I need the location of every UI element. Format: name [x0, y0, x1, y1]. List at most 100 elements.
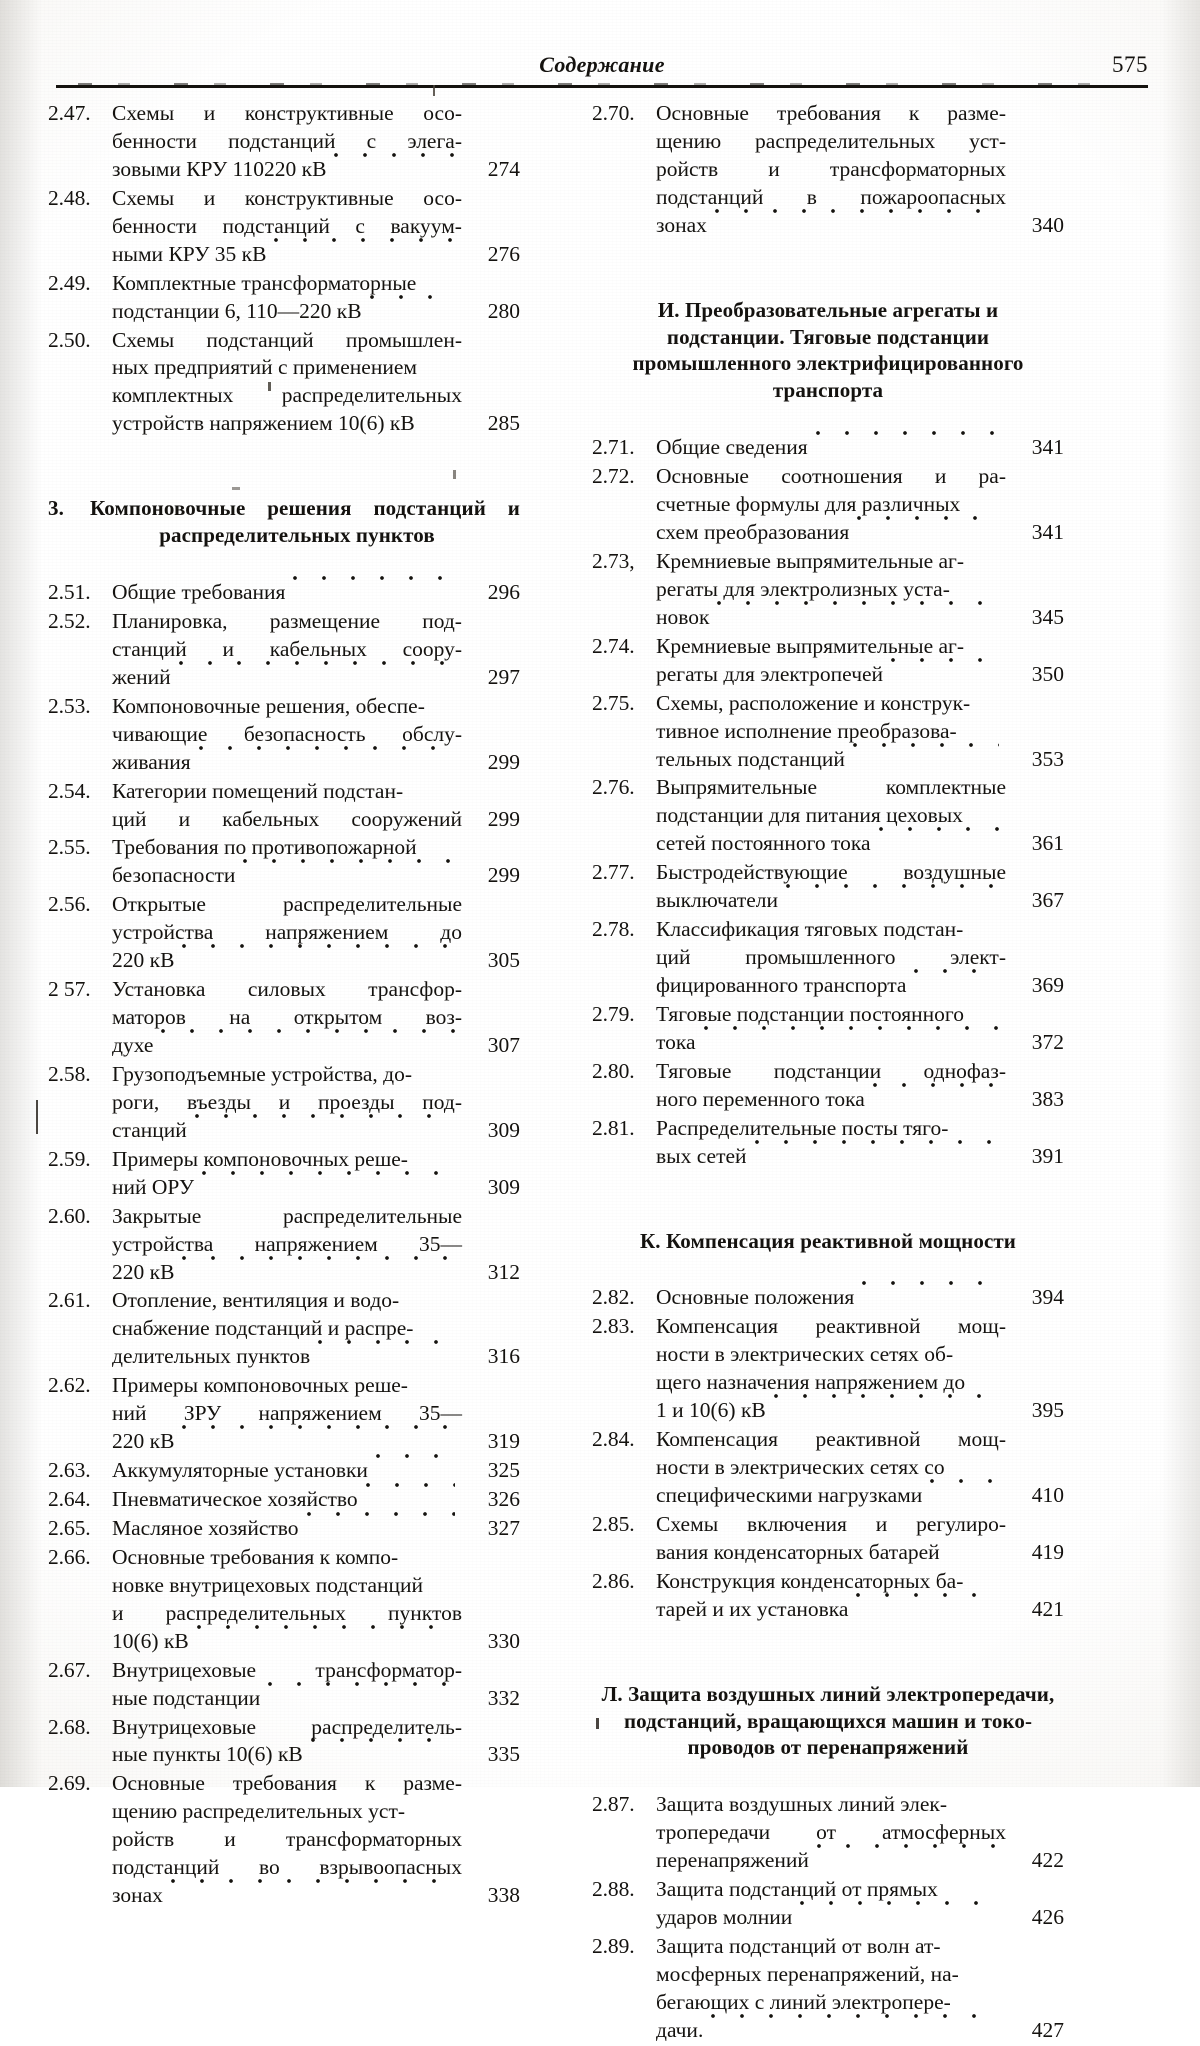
entry-text: ные пункты 10(6) кВ — [112, 1742, 303, 1767]
dot-leader — [368, 293, 455, 300]
toc-entry[interactable]: 2.69. Основные требования к разме- 338 щению р… — [48, 1770, 520, 1910]
entry-text: подстанции — [773, 1058, 882, 1083]
toc-entry[interactable]: 2.64. Пневматическое хозяйство 326 — [48, 1482, 520, 1514]
toc-entry-number: 2.63. — [48, 1458, 91, 1483]
toc-entry[interactable]: 2.55.Требования по противопожарной299без… — [48, 834, 520, 890]
entry-text: перенапряжений — [656, 1848, 809, 1873]
toc-entry-page-number: 309 — [487, 1174, 520, 1199]
toc-entry[interactable]: 2.68.Внутрицеховыераспределитель-335ные … — [48, 1714, 520, 1770]
toc-entry-text-wrap: живания — [112, 744, 462, 777]
entry-text-line: Общие сведения — [656, 430, 1006, 462]
toc-entry-page-number: 276 — [487, 241, 520, 266]
toc-entry-text-wrap: Примеры компоновочных реше- — [112, 1372, 462, 1400]
entry-text-line: Требования по противопожарной — [112, 834, 462, 862]
toc-entry[interactable]: 2.70. Основные требования к разме- 340 щению ра… — [592, 100, 1064, 240]
entry-text: силовых — [247, 977, 326, 1002]
toc-entry[interactable]: 2.66. Основные требования к компо- 330 новк… — [48, 1544, 520, 1656]
toc-entry[interactable]: 2.76.Выпрямительныекомплектные361подстан… — [592, 774, 1064, 858]
toc-entry-text-wrap: Схемы подстанций промышлен- — [112, 327, 462, 355]
entry-text: специфическими нагрузками — [656, 1483, 923, 1507]
entry-text: 35— — [418, 1401, 462, 1426]
toc-entry[interactable]: 2.60. Закрытые распределительные 312 устройс… — [48, 1203, 520, 1287]
toc-entry[interactable]: 2.81.Распределительные посты тяго-391вых… — [592, 1115, 1064, 1171]
toc-entry-text-wrap: Классификация тяговых подстан- — [656, 916, 1006, 944]
toc-entry-line: 2.64. Пневматическое хозяйство 326 — [48, 1482, 520, 1514]
toc-entry[interactable]: 2.56. Открытые распределительные 305 устройс… — [48, 891, 520, 975]
toc-entry-line: 220 кВ 305 — [48, 943, 520, 975]
entry-text: живания — [112, 749, 191, 774]
toc-entry[interactable]: 2.71. Общие сведения 341 — [592, 430, 1064, 462]
toc-entry[interactable]: 2.74.Кремниевые выпрямительные аг-350рег… — [592, 633, 1064, 689]
dot-leader — [317, 1339, 455, 1346]
toc-entry-text-wrap: Категории помещений подстан- — [112, 778, 462, 806]
entry-text: ций — [656, 945, 691, 970]
toc-entry[interactable]: 2.53. Компоновочные решения, обеспе- 299 чи… — [48, 693, 520, 777]
entry-text-line: Основные требования к разме- — [656, 100, 1006, 128]
entry-text-line: снабжение подстанций и распре- — [112, 1315, 462, 1343]
toc-entry[interactable]: 2.58. Грузоподъемные устройства, до- 309 ро… — [48, 1061, 520, 1145]
toc-entry[interactable]: 2.75.Схемы, расположение и конструк-353т… — [592, 690, 1064, 774]
entry-text-line: ций и кабельных сооружений — [112, 806, 462, 834]
toc-entry[interactable]: 2.49.Комплектные трансформаторные280подс… — [48, 270, 520, 326]
toc-entry-line: 2.77.Быстродействующиевоздушные367 — [592, 859, 1064, 887]
toc-entry[interactable]: 2.77.Быстродействующиевоздушные367выключ… — [592, 859, 1064, 915]
entry-text: Планировка, — [112, 608, 228, 633]
entry-text: вания конденсаторных батарей — [656, 1539, 940, 1564]
entry-text-line: Кремниевые выпрямительные аг- — [656, 633, 1006, 661]
entry-text: жений — [112, 664, 171, 689]
toc-entry[interactable]: 2.61.Отопление, вентиляция и водо-316сна… — [48, 1287, 520, 1371]
dot-leader — [890, 656, 999, 663]
toc-entry-text-wrap: перенапряжений — [656, 1843, 1006, 1875]
toc-entry-text-wrap: Масляное хозяйство — [112, 1510, 462, 1543]
toc-entry[interactable]: 2.65. Масляное хозяйство 327 — [48, 1510, 520, 1543]
toc-entry-text-wrap: Распределительные посты тяго- — [656, 1115, 1006, 1143]
toc-entry[interactable]: 2.78. Классификация тяговых подстан- 369 ци… — [592, 916, 1064, 1000]
toc-entry-page-number: 353 — [1031, 746, 1064, 771]
entry-text-line: подстанции для питания цеховых — [656, 802, 1006, 830]
toc-entry-line: 2.62.Примеры компоновочных реше-319 — [48, 1372, 520, 1400]
toc-entry-text-wrap: Кремниевые выпрямительные аг- — [656, 548, 1006, 576]
toc-entry[interactable]: 2 57. Установка силовых трансфор- 307 маторов… — [48, 976, 520, 1060]
entry-text: и — [875, 1511, 888, 1536]
entry-text-line: 10(6) кВ — [112, 1623, 462, 1656]
toc-entry[interactable]: 2.79.Тяговые подстанции постоянного372то… — [592, 1001, 1064, 1057]
toc-entry[interactable]: 2.62. Примеры компоновочных реше- 319 ний ЗР… — [48, 1372, 520, 1456]
entry-text-line: 220 кВ — [112, 1424, 462, 1456]
toc-entry-text-wrap: Внутрицеховые трансформатор- — [112, 1657, 462, 1685]
toc-entry-line: щению распределительных уст-338 — [48, 1798, 520, 1826]
entry-text: размещение — [269, 608, 381, 633]
toc-entry[interactable]: 2.51. Общие требования 296 — [48, 575, 520, 607]
toc-entry-page-number: 296 — [487, 580, 520, 604]
entry-text-line: ности в электрических сетях об- — [656, 1341, 1006, 1369]
entry-text-line: вания конденсаторных батарей — [656, 1539, 1006, 1567]
toc-entry[interactable]: 2.54. Категории помещений подстан- 299 ций и… — [48, 778, 520, 834]
toc-entry[interactable]: 2.88.Защита подстанций от прямых426ударо… — [592, 1876, 1064, 1932]
dot-leader — [799, 1900, 999, 1907]
toc-entry[interactable]: 2.48. Схемы и конструктивные осо- 276 бенности… — [48, 185, 520, 269]
toc-entry[interactable]: 2.87. Защита воздушных линий элек- 422 троп… — [592, 1791, 1064, 1875]
toc-entry[interactable]: 2.86.Конструкция конденсаторных ба-421та… — [592, 1568, 1064, 1624]
entry-text: Комплектные трансформаторные — [112, 270, 417, 295]
entry-text: трансформаторных — [829, 156, 1006, 181]
toc-entry[interactable]: 2.59.Примеры компоновочных реше-309ний О… — [48, 1146, 520, 1202]
entry-text: Схемы — [112, 185, 175, 210]
toc-entry[interactable]: 2.82. Основные положения 394 — [592, 1280, 1064, 1312]
entry-text-line: ности в электрических сетях со — [656, 1454, 1006, 1482]
toc-entry[interactable]: 2.52. Планировка, размещение под- 297 станций… — [48, 608, 520, 692]
toc-entry-line: 2.78.Классификация тяговых подстан-369 — [592, 916, 1064, 944]
toc-entry[interactable]: 2.50. Схемы подстанций промышлен- 285 ных пре… — [48, 327, 520, 439]
toc-entry[interactable]: 2.89. Защита подстанций от волн ат- 427 мос… — [592, 1933, 1064, 2045]
toc-entry[interactable]: 2.63. Аккумуляторные установки 325 — [48, 1453, 520, 1485]
toc-entry-line: подстанции для питания цеховых361 — [592, 802, 1064, 830]
toc-entry[interactable]: 2.83. Компенсация реактивной мощ- 395 ности в… — [592, 1313, 1064, 1425]
toc-entry[interactable]: 2.73,Кремниевые выпрямительные аг-345рег… — [592, 548, 1064, 632]
toc-entry[interactable]: 2.47. Схемы и конструктивные осо- 274 бенности… — [48, 100, 520, 184]
